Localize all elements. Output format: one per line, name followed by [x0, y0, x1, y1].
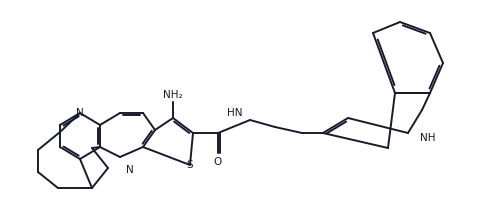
- Text: N: N: [76, 108, 84, 118]
- Text: NH: NH: [420, 133, 435, 143]
- Text: O: O: [214, 157, 222, 167]
- Text: NH₂: NH₂: [163, 90, 183, 100]
- Text: S: S: [186, 160, 193, 170]
- Text: HN: HN: [227, 108, 243, 118]
- Text: N: N: [126, 165, 134, 175]
